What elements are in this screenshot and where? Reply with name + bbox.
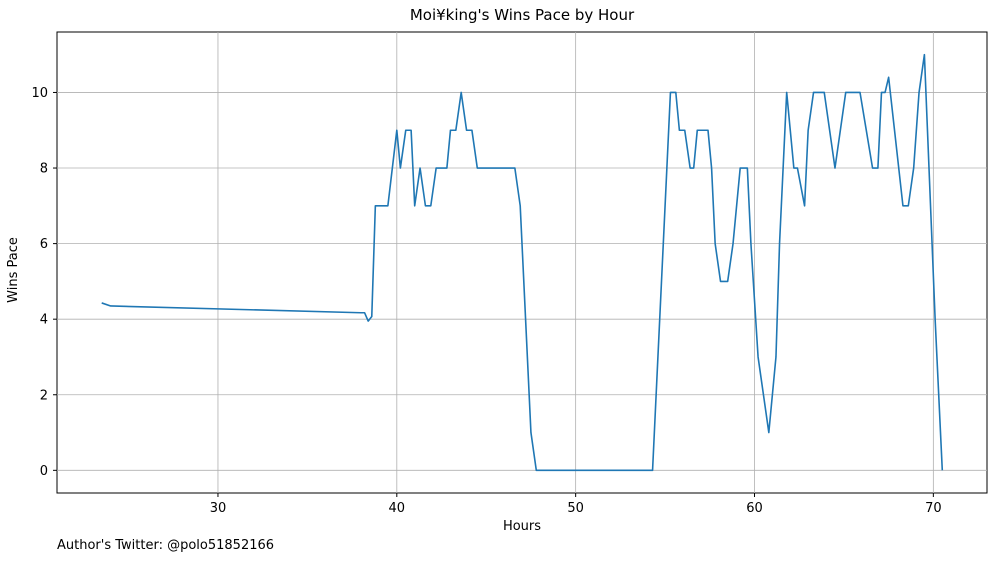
chart-title: Moi¥king's Wins Pace by Hour (409, 6, 635, 24)
y-tick-label: 0 (40, 464, 48, 479)
x-tick-label: 70 (925, 501, 942, 516)
y-tick-label: 4 (40, 313, 48, 328)
author-credit: Author's Twitter: @polo51852166 (57, 538, 275, 553)
grid-layer (57, 32, 987, 493)
x-tick-label: 30 (210, 501, 227, 516)
x-axis-label: Hours (502, 519, 542, 534)
x-tick-label: 60 (746, 501, 763, 516)
y-tick-label: 8 (40, 162, 48, 177)
series-line (101, 53, 944, 472)
y-axis-label: Wins Pace (6, 237, 21, 303)
tick-layer: 30 40 50 60 70 0 2 4 6 8 10 (31, 86, 941, 516)
x-tick-label: 40 (389, 501, 406, 516)
series-layer (101, 53, 944, 472)
y-tick-label: 10 (31, 86, 48, 101)
x-tick-label: 50 (567, 501, 584, 516)
y-tick-label: 2 (40, 388, 48, 403)
plot-frame (56, 31, 988, 494)
y-tick-label: 6 (40, 237, 48, 252)
